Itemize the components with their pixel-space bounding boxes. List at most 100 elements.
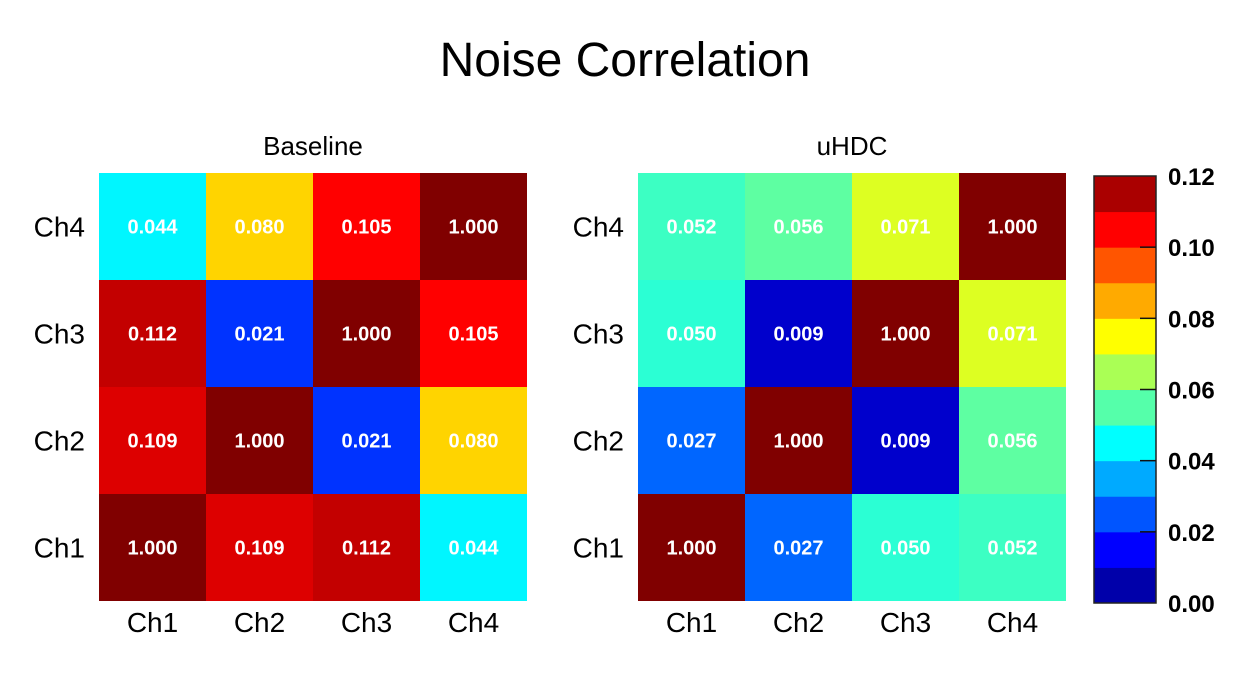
heatmap-cell xyxy=(420,280,527,387)
heatmap-cell xyxy=(99,387,206,494)
cell-value-label: 0.056 xyxy=(773,217,823,239)
cell-value-label: 0.052 xyxy=(666,217,716,239)
cell-value-label: 0.050 xyxy=(880,538,930,560)
colorbar-tick-label: 0.10 xyxy=(1168,235,1215,262)
heatmap-cell xyxy=(852,173,959,280)
cell-value-label: 0.052 xyxy=(987,538,1037,560)
heatmap-cell xyxy=(638,280,745,387)
cell-value-label: 0.105 xyxy=(341,217,391,239)
colorbar-tick-label: 0.04 xyxy=(1168,449,1215,476)
heatmap-cell xyxy=(638,387,745,494)
cell-value-label: 0.021 xyxy=(234,324,284,346)
panel-title: uHDC xyxy=(817,131,888,161)
heatmap-cell xyxy=(745,173,852,280)
heatmap-cell xyxy=(852,280,959,387)
heatmap-cell xyxy=(206,387,313,494)
heatmap-cell xyxy=(959,387,1066,494)
y-tick-label: Ch1 xyxy=(573,533,624,564)
cell-value-label: 0.105 xyxy=(448,324,498,346)
colorbar-band xyxy=(1094,531,1156,568)
cell-value-label: 0.080 xyxy=(234,217,284,239)
heatmap-cell xyxy=(99,494,206,601)
heatmap-cell xyxy=(959,494,1066,601)
colorbar-band xyxy=(1094,247,1156,284)
heatmap-cell xyxy=(206,280,313,387)
cell-value-label: 1.000 xyxy=(234,431,284,453)
heatmap-cell xyxy=(745,280,852,387)
colorbar-band xyxy=(1094,460,1156,497)
heatmap-cell xyxy=(420,494,527,601)
heatmap-cell xyxy=(745,494,852,601)
heatmap-cell xyxy=(745,387,852,494)
cell-value-label: 1.000 xyxy=(448,217,498,239)
colorbar-band xyxy=(1094,211,1156,248)
y-tick-label: Ch1 xyxy=(34,533,85,564)
colorbar-band xyxy=(1094,282,1156,319)
y-tick-label: Ch4 xyxy=(573,212,624,243)
x-tick-label: Ch3 xyxy=(880,607,931,638)
cell-value-label: 0.021 xyxy=(341,431,391,453)
colorbar-band xyxy=(1094,496,1156,533)
colorbar-tick-label: 0.12 xyxy=(1168,164,1215,191)
heatmap-cell xyxy=(420,387,527,494)
y-tick-label: Ch3 xyxy=(34,319,85,350)
heatmap-cell xyxy=(206,173,313,280)
heatmap-cell xyxy=(206,494,313,601)
colorbar-band xyxy=(1094,425,1156,462)
cell-value-label: 0.027 xyxy=(773,538,823,560)
heatmap-cell xyxy=(852,387,959,494)
colorbar-tick-label: 0.06 xyxy=(1168,378,1215,405)
x-tick-label: Ch4 xyxy=(448,607,499,638)
heatmap-cell xyxy=(313,387,420,494)
cell-value-label: 0.009 xyxy=(880,431,930,453)
cell-value-label: 0.109 xyxy=(127,431,177,453)
colorbar-tick-label: 0.00 xyxy=(1168,591,1215,618)
chart-title: Noise Correlation xyxy=(440,34,811,87)
heatmap-cell xyxy=(959,280,1066,387)
heatmap-cell xyxy=(313,494,420,601)
cell-value-label: 0.071 xyxy=(987,324,1037,346)
cell-value-label: 0.080 xyxy=(448,431,498,453)
cell-value-label: 0.109 xyxy=(234,538,284,560)
colorbar-band xyxy=(1094,318,1156,355)
x-tick-label: Ch4 xyxy=(987,607,1038,638)
heatmap-cell xyxy=(99,280,206,387)
colorbar-tick-label: 0.02 xyxy=(1168,520,1215,547)
cell-value-label: 0.044 xyxy=(127,217,178,239)
heatmap-cell xyxy=(959,173,1066,280)
y-tick-label: Ch4 xyxy=(34,212,85,243)
cell-value-label: 1.000 xyxy=(341,324,391,346)
colorbar-band xyxy=(1094,353,1156,390)
cell-value-label: 1.000 xyxy=(773,431,823,453)
cell-value-label: 1.000 xyxy=(666,538,716,560)
heatmap-cell xyxy=(852,494,959,601)
heatmap-cell xyxy=(313,173,420,280)
cell-value-label: 0.044 xyxy=(448,538,499,560)
cell-value-label: 1.000 xyxy=(987,217,1037,239)
cell-value-label: 1.000 xyxy=(127,538,177,560)
heatmap-cell xyxy=(638,494,745,601)
colorbar-band xyxy=(1094,176,1156,213)
y-tick-label: Ch3 xyxy=(573,319,624,350)
x-tick-label: Ch2 xyxy=(773,607,824,638)
colorbar-band xyxy=(1094,389,1156,426)
cell-value-label: 0.050 xyxy=(666,324,716,346)
y-tick-label: Ch2 xyxy=(573,426,624,457)
y-tick-label: Ch2 xyxy=(34,426,85,457)
panel-title: Baseline xyxy=(263,131,363,161)
x-tick-label: Ch3 xyxy=(341,607,392,638)
heatmap-cell xyxy=(420,173,527,280)
cell-value-label: 0.112 xyxy=(342,538,391,560)
cell-value-label: 0.112 xyxy=(128,324,177,346)
heatmap-cell xyxy=(313,280,420,387)
x-tick-label: Ch1 xyxy=(127,607,178,638)
cell-value-label: 0.027 xyxy=(666,431,716,453)
cell-value-label: 0.056 xyxy=(987,431,1037,453)
cell-value-label: 0.009 xyxy=(773,324,823,346)
colorbar-band xyxy=(1094,567,1156,604)
cell-value-label: 0.071 xyxy=(880,217,930,239)
x-tick-label: Ch2 xyxy=(234,607,285,638)
colorbar-tick-label: 0.08 xyxy=(1168,306,1215,333)
heatmap-cell xyxy=(99,173,206,280)
